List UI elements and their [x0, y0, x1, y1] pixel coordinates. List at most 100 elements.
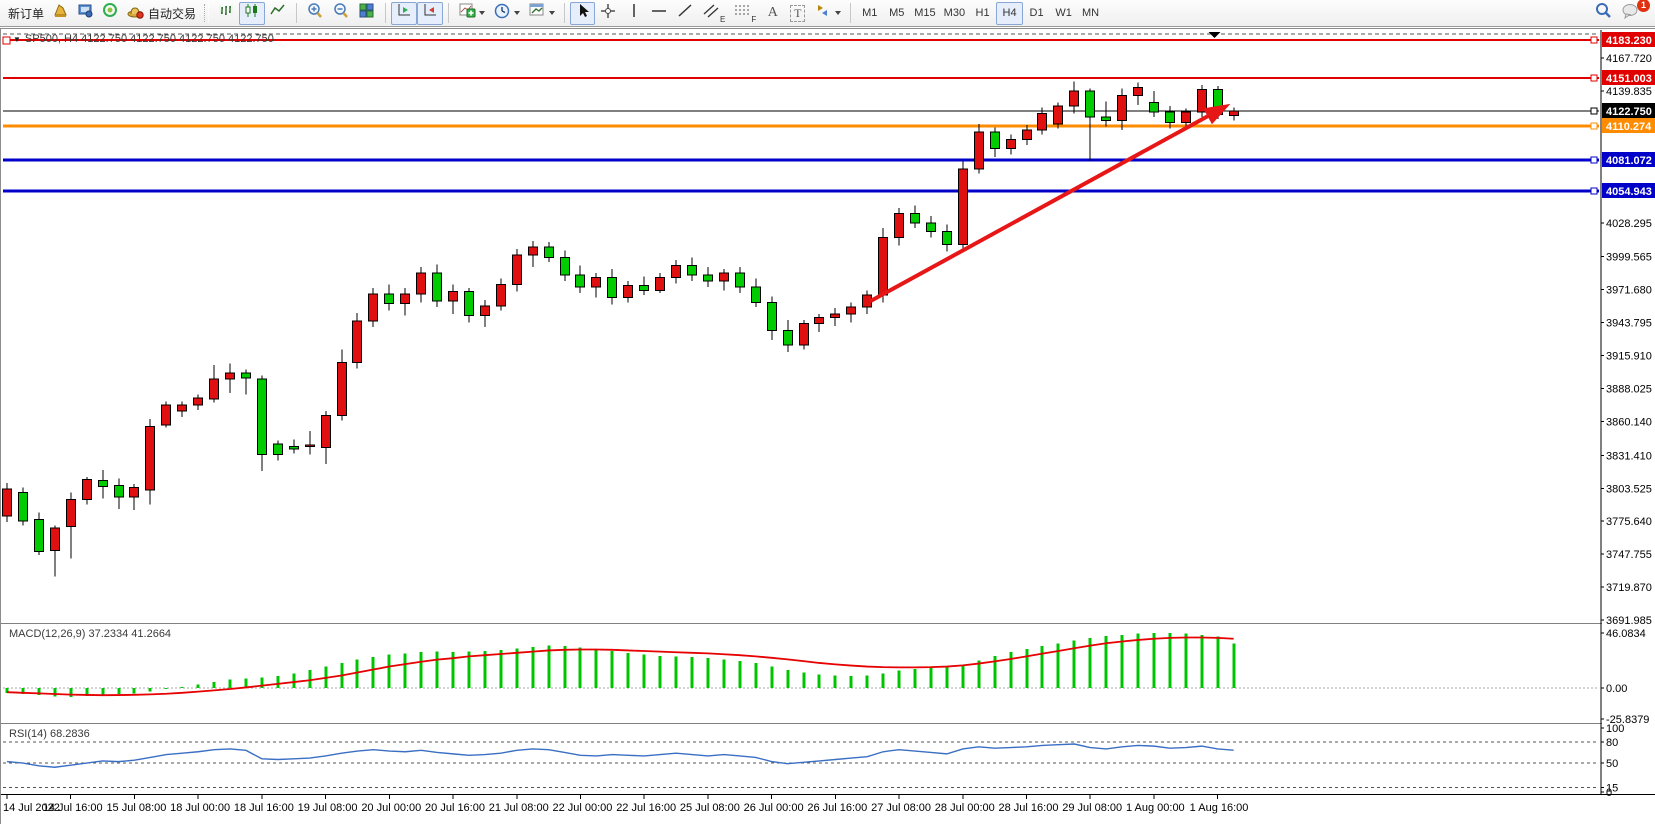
- trendline-icon: [676, 2, 694, 24]
- candle-body: [337, 362, 347, 417]
- chart-canvas[interactable]: 4167.720 4139.835 4028.295 3999.565 3971.680…: [1, 29, 1655, 824]
- tile-windows-button[interactable]: [354, 2, 380, 25]
- expert-advisors-icon: [127, 3, 145, 23]
- candle-body: [878, 236, 888, 296]
- equidistant-channel-button[interactable]: E: [698, 2, 729, 25]
- timeframe-button-m1[interactable]: M1: [862, 7, 878, 19]
- zoom-in-icon: [306, 2, 324, 25]
- templates-button[interactable]: [524, 2, 559, 25]
- text-label-button[interactable]: T: [785, 2, 810, 25]
- zoom-out-button[interactable]: [328, 2, 354, 25]
- toolbar-grip: [204, 4, 210, 22]
- data-window-button[interactable]: [98, 2, 123, 25]
- timeframe-button-m30[interactable]: M30: [943, 7, 966, 19]
- auto-scroll-button[interactable]: [391, 1, 418, 25]
- price-tick-label: 4167.720: [1606, 53, 1652, 65]
- chart-window[interactable]: 4167.720 4139.835 4028.295 3999.565 3971.680…: [0, 28, 1655, 824]
- candle-body: [1022, 129, 1032, 140]
- chart-title-bar: ▼ SP500, H4 4122.750 4122.750 4122.750 4…: [13, 33, 274, 45]
- zoom-in-button[interactable]: [302, 2, 328, 25]
- candle-body: [1181, 111, 1191, 124]
- arrows-dropdown-caret: [835, 11, 842, 15]
- timeframe-button-h1[interactable]: H1: [975, 7, 990, 19]
- candlestick-chart-button[interactable]: [239, 1, 266, 25]
- fibonacci-button[interactable]: F: [729, 2, 760, 25]
- candle-body: [990, 131, 1000, 150]
- price-badge: [1602, 152, 1655, 167]
- price-tick-label: 4139.835: [1606, 86, 1652, 98]
- candle-body: [974, 131, 984, 170]
- candle-body: [1229, 110, 1239, 117]
- candle-body: [1053, 105, 1063, 125]
- candle-body: [591, 276, 601, 288]
- candle-body: [512, 254, 522, 286]
- horizontal-line-icon: [650, 2, 668, 24]
- horizontal-lines[interactable]: [2, 36, 1599, 195]
- timeframe-button-d1[interactable]: D1: [1029, 7, 1044, 19]
- time-tick-label: 27 Jul 08:00: [871, 802, 931, 814]
- line-handle[interactable]: [2, 36, 11, 45]
- auto-trading-button[interactable]: 自动交易: [123, 2, 200, 25]
- line-handle[interactable]: [1590, 74, 1598, 82]
- time-tick-label: 18 Jul 16:00: [234, 802, 294, 814]
- timeframe-button-mn[interactable]: MN: [1082, 7, 1100, 19]
- time-tick-label: 18 Jul 00:00: [170, 802, 230, 814]
- trendline-button[interactable]: [672, 2, 698, 25]
- candle-body: [1197, 89, 1207, 113]
- new-order-label: 新订单: [8, 6, 45, 21]
- zoom-out-icon: [332, 2, 350, 25]
- candle-body: [1037, 112, 1047, 131]
- candle-body: [273, 443, 283, 456]
- timeframe-button-h4[interactable]: H4: [996, 1, 1024, 25]
- timeframe-button-m5[interactable]: M5: [889, 7, 905, 19]
- indicators-button[interactable]: [454, 2, 489, 25]
- market-watch-button[interactable]: [48, 2, 73, 25]
- new-order-button[interactable]: 新订单: [4, 2, 48, 25]
- price-axis[interactable]: 4167.720 4139.835 4028.295 3999.565 3971.680…: [1600, 29, 1655, 799]
- price-tick-label: 3915.910: [1606, 351, 1652, 363]
- bar-chart-button[interactable]: [213, 2, 239, 25]
- auto-trading-label: 自动交易: [148, 6, 197, 21]
- candle-body: [671, 265, 681, 278]
- timeframe-button-w1[interactable]: W1: [1055, 7, 1072, 19]
- timeframe-button-m15[interactable]: M15: [914, 7, 936, 19]
- horizontal-line-button[interactable]: [646, 2, 672, 25]
- time-tick-label: 28 Jul 00:00: [935, 802, 995, 814]
- notifications-button[interactable]: 1: [1617, 0, 1650, 25]
- time-tick-label: 26 Jul 00:00: [744, 802, 804, 814]
- line-handle[interactable]: [1590, 187, 1598, 195]
- line-chart-button[interactable]: [265, 2, 291, 25]
- line-handle[interactable]: [1590, 36, 1598, 44]
- text-button[interactable]: A: [760, 2, 785, 25]
- line-handle[interactable]: [1590, 107, 1598, 115]
- periods-dropdown-caret: [514, 11, 521, 15]
- time-tick-label: 21 Jul 08:00: [489, 802, 549, 814]
- trend-arrow[interactable]: [869, 103, 1231, 303]
- candle-body: [1117, 95, 1127, 121]
- macd-tick-label: -25.8379: [1606, 714, 1649, 726]
- candle-body: [799, 323, 809, 346]
- market-watch-icon: [52, 2, 69, 24]
- line-handle[interactable]: [1590, 156, 1598, 164]
- arrows-button[interactable]: [810, 2, 845, 25]
- cursor-button[interactable]: [570, 1, 596, 25]
- candle-body: [655, 276, 665, 291]
- search-button[interactable]: [1590, 2, 1617, 25]
- crosshair-button[interactable]: [595, 2, 621, 25]
- price-badge-label: 4081.072: [1606, 155, 1652, 167]
- price-tick-label: 3971.680: [1606, 285, 1652, 297]
- rsi-tick-label: 100: [1606, 723, 1624, 735]
- chart-shift-button[interactable]: [417, 1, 444, 25]
- vertical-line-button[interactable]: [621, 2, 646, 25]
- candle-body: [528, 246, 538, 256]
- line-handle[interactable]: [1590, 122, 1598, 130]
- time-tick-label: 14 Jul 16:00: [43, 802, 103, 814]
- chart-shift-marker[interactable]: [1208, 32, 1221, 38]
- navigator-button[interactable]: [73, 2, 98, 25]
- periods-button[interactable]: [489, 2, 524, 25]
- candle-body: [623, 285, 633, 299]
- rsi-tick-label: 0: [1606, 787, 1612, 799]
- trend-arrow-head: [1203, 103, 1231, 125]
